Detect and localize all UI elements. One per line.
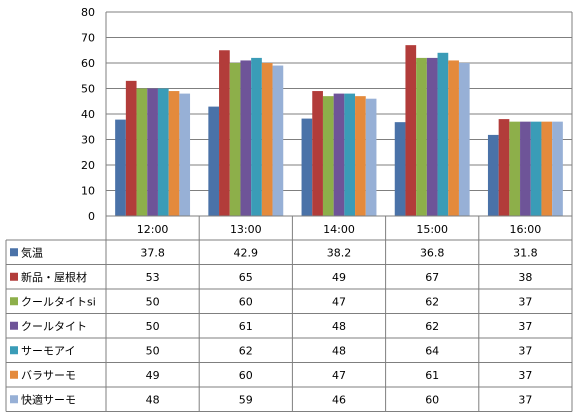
legend-key: [10, 395, 18, 404]
bar: [333, 93, 345, 216]
legend-label: サーモアイ: [21, 344, 75, 357]
data-label: 60: [239, 369, 253, 382]
data-label: 62: [239, 344, 253, 357]
legend-key: [10, 321, 18, 330]
bar: [416, 57, 427, 217]
y-tick-label: 50: [81, 83, 95, 96]
legend-label: クールタイト: [21, 320, 87, 333]
x-tick-label: 15:00: [416, 223, 448, 236]
bar: [541, 121, 553, 216]
data-label: 50: [146, 344, 160, 357]
data-label: 50: [146, 295, 160, 308]
bar: [322, 96, 334, 216]
x-tick-label: 16:00: [510, 223, 542, 236]
bar: [147, 88, 158, 216]
data-label: 48: [332, 344, 346, 357]
data-label: 37: [518, 320, 532, 333]
legend-label: クールタイトsi: [21, 295, 96, 308]
data-label: 37: [518, 344, 532, 357]
legend-key: [10, 370, 18, 379]
bar: [168, 91, 180, 216]
y-tick-label: 10: [81, 185, 95, 198]
bar: [394, 122, 406, 216]
bar: [125, 80, 137, 216]
data-label: 59: [239, 393, 253, 406]
bar: [365, 98, 377, 216]
data-label: 37.8: [140, 246, 165, 259]
bar: [240, 60, 252, 217]
data-label: 53: [146, 271, 160, 284]
data-label: 37: [518, 295, 532, 308]
data-label: 37: [518, 393, 532, 406]
data-label: 61: [239, 320, 253, 333]
bar: [509, 121, 521, 216]
legend-key: [10, 248, 18, 257]
bar: [261, 63, 273, 216]
data-label: 65: [239, 271, 253, 284]
x-tick-label: 14:00: [323, 223, 355, 236]
bar: [251, 57, 262, 217]
data-label: 47: [332, 295, 346, 308]
data-label: 38.2: [327, 246, 352, 259]
data-label: 48: [146, 393, 160, 406]
data-label: 48: [332, 320, 346, 333]
bar: [458, 63, 470, 216]
y-tick-label: 0: [88, 210, 95, 223]
bar: [157, 88, 169, 216]
bar: [229, 63, 241, 216]
bar: [115, 119, 126, 216]
bar: [208, 106, 220, 216]
data-label: 36.8: [420, 246, 445, 259]
data-label: 61: [425, 369, 439, 382]
legend-key: [10, 272, 18, 281]
bar: [301, 118, 313, 216]
data-label: 60: [239, 295, 253, 308]
data-label: 62: [425, 295, 439, 308]
bar: [530, 121, 542, 216]
data-label: 64: [425, 344, 439, 357]
legend-label: 気温: [21, 245, 43, 259]
bar: [355, 96, 366, 216]
bar: [312, 91, 323, 216]
bar: [487, 134, 499, 216]
data-label: 42.9: [234, 246, 259, 259]
bar: [552, 121, 563, 216]
bar: [179, 93, 191, 216]
y-tick-label: 30: [81, 134, 95, 147]
bar: [498, 119, 510, 216]
data-label: 31.8: [513, 246, 538, 259]
legend-label: 新品・屋根材: [21, 270, 87, 284]
data-label: 47: [332, 369, 346, 382]
data-label: 49: [332, 271, 346, 284]
bar: [448, 60, 459, 217]
y-tick-label: 20: [81, 159, 95, 172]
y-tick-label: 60: [81, 57, 95, 70]
data-label: 67: [425, 271, 439, 284]
x-tick-label: 12:00: [137, 223, 169, 236]
bar: [136, 88, 148, 216]
data-label: 49: [146, 369, 160, 382]
y-tick-label: 80: [81, 6, 95, 19]
legend-key: [10, 346, 18, 355]
bar: [437, 52, 449, 216]
data-label: 50: [146, 320, 160, 333]
bar: [219, 50, 230, 216]
bar: [520, 121, 531, 216]
data-label: 46: [332, 393, 346, 406]
legend-label: バラサーモ: [21, 369, 76, 382]
bar: [344, 93, 356, 216]
data-label: 38: [518, 271, 532, 284]
legend-key: [10, 297, 18, 306]
legend-label: 快適サーモ: [21, 392, 76, 406]
bar: [272, 65, 284, 216]
data-label: 37: [518, 369, 532, 382]
y-tick-label: 40: [81, 108, 95, 121]
x-tick-label: 13:00: [230, 223, 262, 236]
y-tick-label: 70: [81, 32, 95, 45]
bar: [426, 57, 438, 217]
bar: [405, 45, 417, 217]
data-label: 60: [425, 393, 439, 406]
data-label: 62: [425, 320, 439, 333]
